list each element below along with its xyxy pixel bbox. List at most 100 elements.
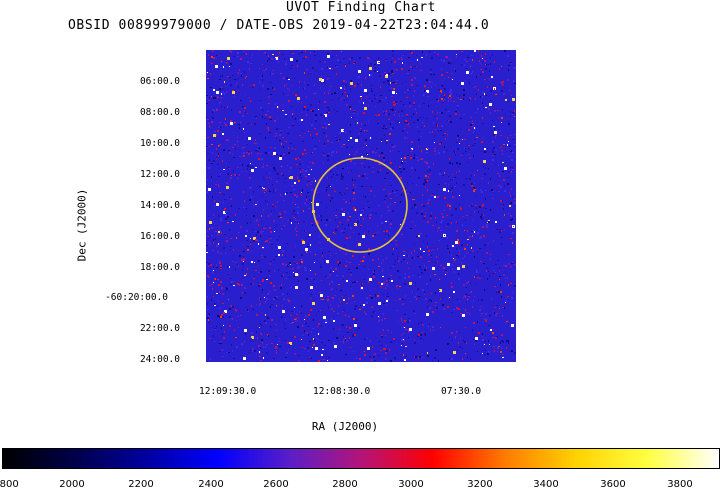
sky-pixel [465,353,466,354]
sky-pixel [410,188,411,189]
sky-pixel [330,304,331,306]
sky-pixel [259,351,260,353]
sky-pixel [382,329,384,330]
sky-pixel [432,193,433,194]
sky-pixel [208,216,209,217]
sky-pixel [405,81,406,82]
sky-pixel [296,109,297,110]
sky-pixel [469,157,471,159]
sky-pixel [283,225,285,227]
sky-pixel [352,295,354,297]
sky-pixel [420,136,422,137]
sky-pixel [462,258,464,259]
sky-pixel [275,133,277,134]
sky-pixel [362,283,363,285]
sky-pixel [248,153,250,155]
sky-pixel [383,108,384,109]
sky-pixel [497,351,498,352]
sky-pixel [510,195,511,197]
sky-pixel [406,114,408,116]
sky-pixel [318,323,320,325]
sky-pixel [495,315,497,316]
sky-pixel [502,315,503,317]
sky-pixel [366,96,367,98]
sky-pixel [462,216,464,217]
sky-pixel [264,118,266,119]
sky-pixel [501,237,503,238]
sky-pixel [234,79,236,80]
sky-pixel [327,299,329,301]
sky-pixel [439,279,440,280]
sky-pixel [209,244,211,245]
sky-pixel [453,351,456,354]
sky-pixel [412,221,413,222]
sky-pixel [502,200,503,202]
sky-pixel [433,74,435,75]
sky-pixel [315,50,316,51]
sky-pixel [422,122,424,123]
sky-pixel [378,57,379,59]
sky-pixel [489,103,492,106]
sky-pixel [382,128,384,129]
sky-pixel [293,210,295,212]
sky-pixel [396,285,398,287]
sky-pixel [361,186,363,187]
sky-pixel [319,215,320,217]
sky-pixel [259,147,260,149]
sky-pixel [221,106,222,108]
sky-pixel [450,63,452,64]
sky-pixel [256,234,257,236]
sky-pixel [435,85,436,86]
sky-pixel [436,307,438,309]
sky-pixel [353,113,355,114]
sky-pixel [235,262,236,263]
sky-pixel [484,318,486,320]
sky-pixel [283,154,285,155]
sky-pixel [267,201,268,202]
sky-pixel [375,67,376,69]
sky-pixel [453,178,454,179]
sky-pixel [385,201,386,203]
sky-pixel [447,343,449,345]
sky-pixel [302,189,303,191]
sky-pixel [501,66,502,67]
sky-pixel [429,81,431,83]
sky-pixel [443,188,446,191]
sky-pixel [324,101,326,103]
sky-pixel [514,116,515,117]
sky-pixel [216,91,219,94]
sky-pixel [237,178,239,179]
sky-pixel [401,58,403,60]
sky-pixel [427,243,428,244]
sky-pixel [414,66,416,67]
sky-pixel [290,315,292,316]
sky-pixel [395,103,396,105]
sky-pixel [499,270,500,272]
sky-pixel [319,101,320,103]
sky-pixel [341,51,342,52]
sky-pixel [473,339,474,340]
sky-pixel [483,263,485,264]
sky-pixel [384,134,385,136]
sky-pixel [273,298,275,300]
sky-pixel [219,144,221,145]
sky-pixel [471,126,473,127]
sky-pixel [439,143,441,145]
sky-pixel [385,287,386,289]
sky-pixel [461,51,463,52]
sky-pixel [298,360,300,362]
sky-pixel [331,155,333,156]
sky-pixel [212,68,213,70]
sky-pixel [507,144,508,146]
sky-pixel [344,88,345,90]
sky-pixel [513,226,514,227]
sky-pixel [456,182,457,184]
sky-pixel [327,296,329,297]
sky-pixel [314,84,315,86]
sky-pixel [350,82,353,85]
sky-pixel [432,111,433,113]
sky-pixel [479,278,481,279]
sky-pixel [207,119,209,120]
sky-pixel [466,342,467,344]
sky-pixel [392,91,395,94]
